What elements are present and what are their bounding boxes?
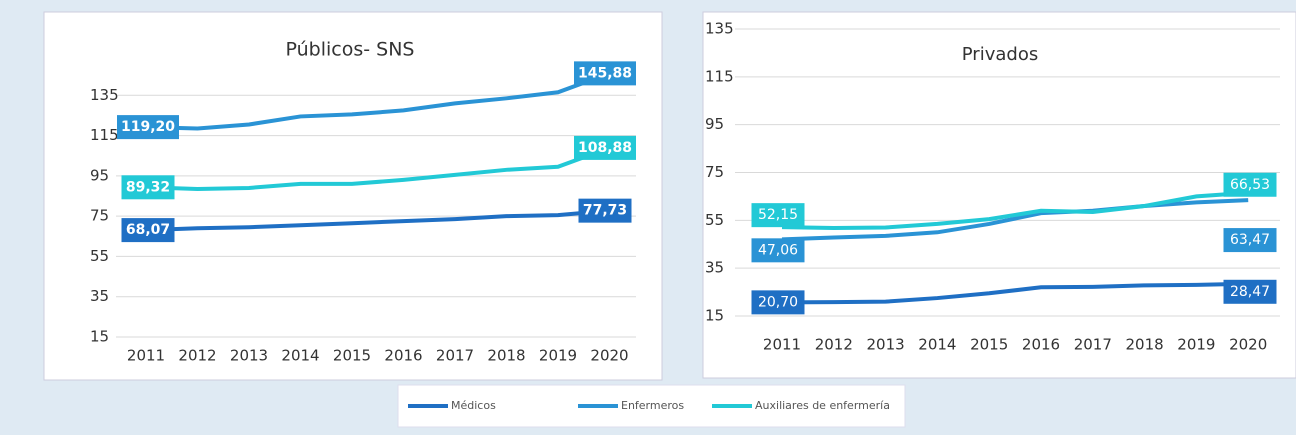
x-tick-label: 2019 — [1177, 336, 1215, 354]
data-label: 108,88 — [578, 140, 632, 156]
label-box — [1223, 228, 1277, 253]
data-label: 77,73 — [583, 203, 627, 219]
data-label: 66,53 — [1230, 177, 1270, 193]
label-box — [578, 198, 632, 223]
label-box — [1223, 172, 1277, 197]
x-tick-label: 2013 — [867, 336, 905, 354]
x-tick-label: 2014 — [918, 336, 956, 354]
label-box — [751, 238, 805, 263]
x-tick-label: 2012 — [815, 336, 853, 354]
label-box — [574, 135, 636, 160]
y-tick-label: 35 — [90, 287, 109, 305]
y-tick-label: 75 — [705, 163, 724, 181]
legend-label: Médicos — [451, 399, 496, 412]
x-tick-label: 2018 — [1126, 336, 1164, 354]
data-label: 20,70 — [758, 294, 798, 310]
line — [145, 71, 611, 131]
y-tick-label: 75 — [90, 207, 109, 225]
x-tick-label: 2020 — [590, 347, 628, 365]
x-tick-label: 2014 — [281, 347, 319, 365]
label-box — [574, 61, 636, 86]
data-label: 145,88 — [578, 65, 632, 81]
data-label: 52,15 — [758, 207, 798, 223]
y-tick-label: 15 — [705, 307, 724, 325]
label-box — [117, 115, 179, 140]
label-box — [121, 175, 175, 200]
y-tick-label: 135 — [705, 20, 734, 38]
data-label: 28,47 — [1230, 284, 1270, 300]
line — [145, 146, 611, 191]
line — [781, 198, 1249, 242]
line — [781, 281, 1249, 305]
y-tick-label: 95 — [705, 115, 724, 133]
line — [781, 190, 1249, 230]
label-box — [751, 290, 805, 315]
x-tick-label: 2013 — [230, 347, 268, 365]
legend — [397, 384, 906, 428]
y-tick-label: 55 — [90, 247, 109, 265]
chart-title: Públicos- SNS — [286, 39, 415, 61]
x-tick-label: 2017 — [1074, 336, 1112, 354]
legend-label: Auxiliares de enfermería — [755, 399, 890, 412]
data-label: 119,20 — [121, 119, 175, 135]
data-label: 89,32 — [126, 179, 170, 195]
x-tick-label: 2015 — [970, 336, 1008, 354]
x-tick-label: 2011 — [127, 347, 165, 365]
chart-title: Privados — [962, 44, 1038, 65]
y-tick-label: 115 — [90, 126, 119, 144]
y-tick-label: 55 — [705, 211, 724, 229]
y-tick-label: 15 — [90, 328, 109, 346]
y-tick-label: 135 — [90, 86, 119, 104]
y-tick-label: 35 — [705, 259, 724, 277]
x-tick-label: 2012 — [178, 347, 216, 365]
data-label: 68,07 — [126, 222, 170, 238]
data-label: 63,47 — [1230, 232, 1270, 248]
x-tick-label: 2019 — [539, 347, 577, 365]
x-tick-label: 2017 — [436, 347, 474, 365]
x-tick-label: 2018 — [487, 347, 525, 365]
legend-label: Enfermeros — [621, 399, 684, 412]
label-box — [751, 203, 805, 228]
x-tick-label: 2015 — [333, 347, 371, 365]
x-tick-label: 2020 — [1229, 336, 1267, 354]
line — [145, 208, 610, 233]
x-tick-label: 2016 — [384, 347, 422, 365]
x-tick-label: 2011 — [763, 336, 801, 354]
x-tick-label: 2016 — [1022, 336, 1060, 354]
label-box — [121, 218, 175, 243]
data-label: 47,06 — [758, 242, 798, 258]
y-tick-label: 95 — [90, 166, 109, 184]
label-box — [1223, 279, 1277, 304]
y-tick-label: 115 — [705, 67, 734, 85]
